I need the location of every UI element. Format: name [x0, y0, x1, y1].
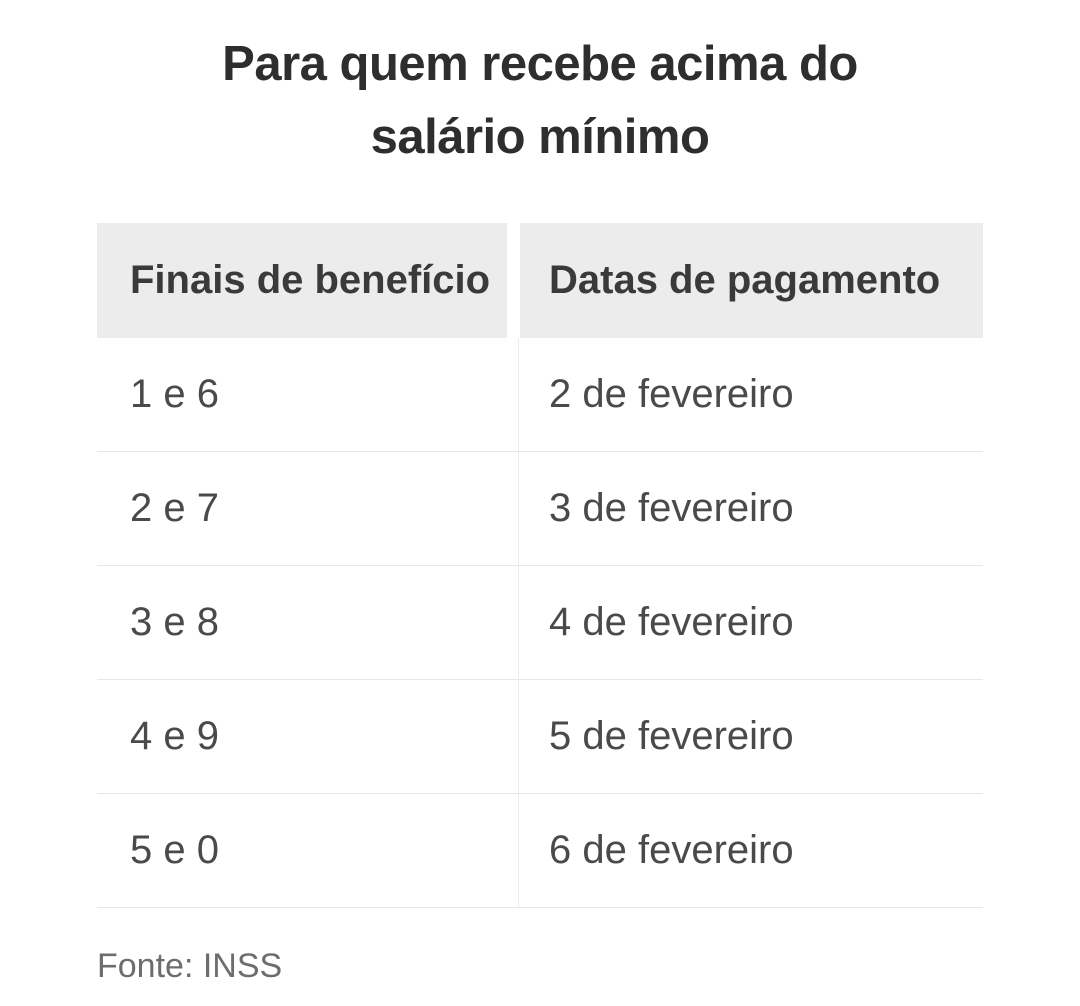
table-row: 4 e 9 5 de fevereiro: [97, 680, 983, 795]
cell-finais: 1 e 6: [130, 372, 219, 417]
column-header-datas-de-pagamento: Datas de pagamento: [520, 223, 983, 339]
table-row: 5 e 0 6 de fevereiro: [97, 794, 983, 909]
column-divider-line: [518, 338, 519, 909]
cell-finais: 3 e 8: [130, 600, 219, 645]
page-title: Para quem recebe acima do salário mínimo: [222, 37, 858, 164]
table-body: 1 e 6 2 de fevereiro 2 e 7 3 de fevereir…: [97, 338, 983, 909]
table-row: 3 e 8 4 de fevereiro: [97, 566, 983, 681]
payment-table: Finais de benefício Datas de pagamento 1…: [97, 223, 983, 909]
cell-finais: 4 e 9: [130, 714, 219, 759]
cell-data-pagamento: 6 de fevereiro: [549, 828, 794, 873]
cell-data-pagamento: 2 de fevereiro: [549, 372, 794, 417]
table-row: 2 e 7 3 de fevereiro: [97, 452, 983, 567]
cell-data-pagamento: 4 de fevereiro: [549, 600, 794, 645]
cell-finais: 2 e 7: [130, 486, 219, 531]
column-header-finais-de-beneficio: Finais de benefício: [97, 223, 507, 339]
table-header-row: Finais de benefício Datas de pagamento: [97, 223, 983, 339]
cell-data-pagamento: 5 de fevereiro: [549, 714, 794, 759]
cell-finais: 5 e 0: [130, 828, 219, 873]
cell-data-pagamento: 3 de fevereiro: [549, 486, 794, 531]
source-credit: Fonte: INSS: [97, 947, 283, 986]
table-row: 1 e 6 2 de fevereiro: [97, 338, 983, 453]
